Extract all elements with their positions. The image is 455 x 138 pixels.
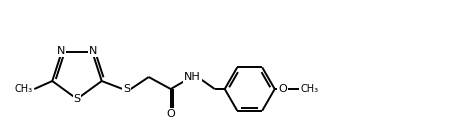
Text: S: S <box>123 84 130 94</box>
Text: NH: NH <box>184 72 201 82</box>
Text: N: N <box>56 46 65 56</box>
Text: CH₃: CH₃ <box>300 84 318 94</box>
Text: S: S <box>73 94 81 104</box>
Text: O: O <box>278 84 287 94</box>
Text: O: O <box>166 109 175 119</box>
Text: CH₃: CH₃ <box>14 84 32 94</box>
Text: N: N <box>89 46 97 56</box>
